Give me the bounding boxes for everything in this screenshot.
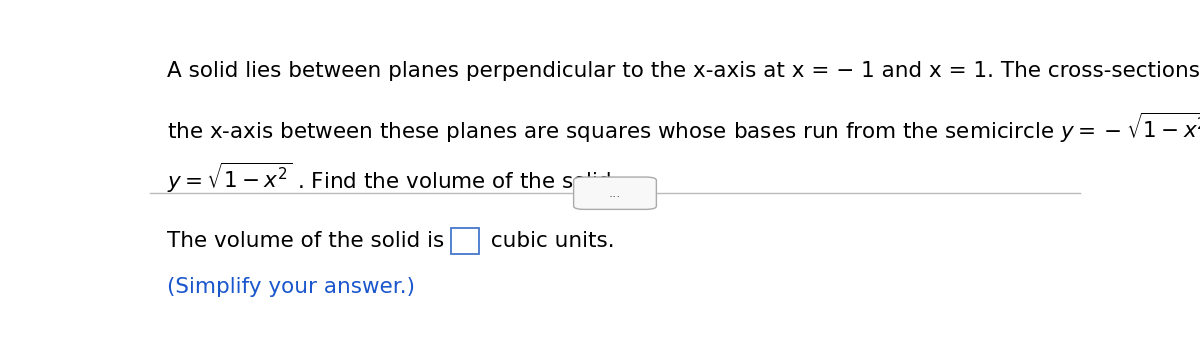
Text: The volume of the solid is: The volume of the solid is [167,231,451,251]
Text: cubic units.: cubic units. [484,231,614,251]
Text: $y = \sqrt{1-x^2}$ . Find the volume of the solid.: $y = \sqrt{1-x^2}$ . Find the volume of … [167,161,618,195]
FancyBboxPatch shape [574,177,656,209]
Text: ...: ... [608,187,622,200]
Text: (Simplify your answer.): (Simplify your answer.) [167,277,415,297]
Text: A solid lies between planes perpendicular to the x-axis at x = − 1 and x = 1. Th: A solid lies between planes perpendicula… [167,61,1200,82]
Text: the x-axis between these planes are squares whose bases run from the semicircle : the x-axis between these planes are squa… [167,110,1200,145]
FancyBboxPatch shape [451,228,479,254]
